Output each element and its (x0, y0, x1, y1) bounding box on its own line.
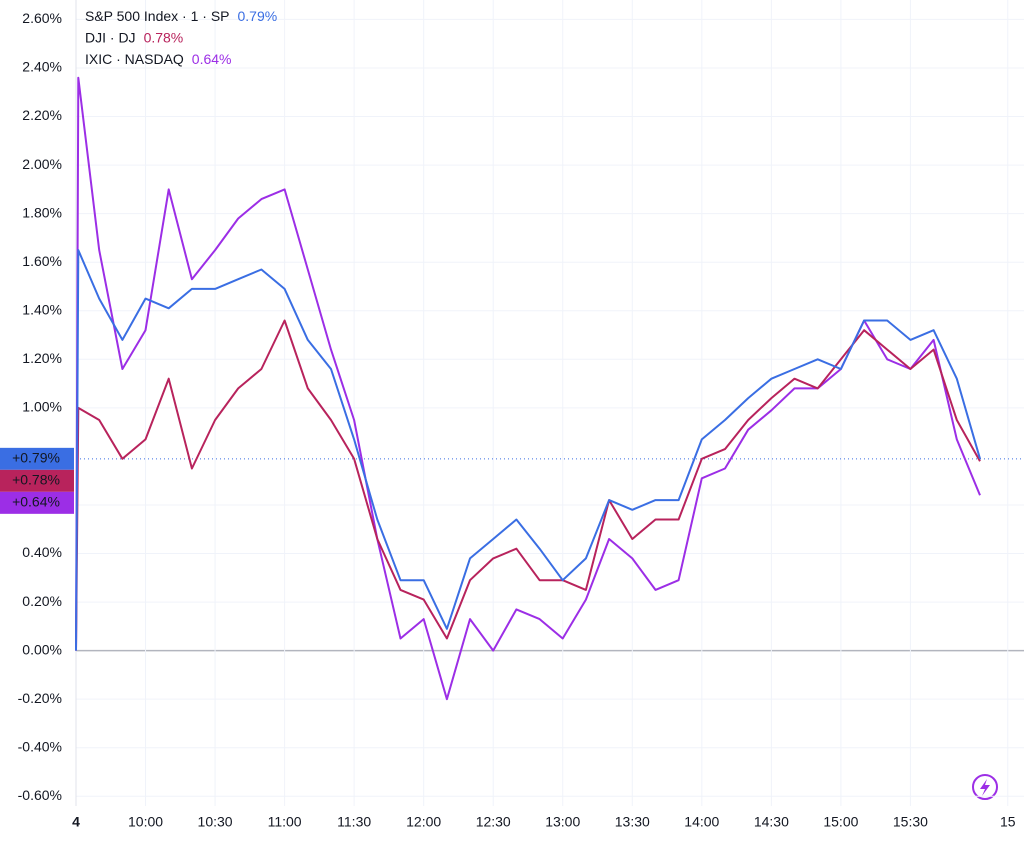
price-badge-label: +0.64% (12, 494, 60, 510)
y-tick-label: 0.20% (22, 593, 62, 609)
legend-value: 0.79% (238, 8, 278, 24)
y-tick-label: 2.40% (22, 59, 62, 75)
y-tick-label: 0.00% (22, 641, 62, 657)
x-tick-label: 11:00 (268, 814, 302, 830)
y-tick-label: 1.80% (22, 204, 62, 220)
x-tick-label: 12:00 (406, 814, 441, 830)
x-tick-label: 10:00 (128, 814, 163, 830)
series-line (75, 249, 981, 651)
x-tick-label: 13:30 (615, 814, 650, 830)
x-tick-label: 13:00 (545, 814, 580, 830)
x-tick-label: 14:00 (684, 814, 719, 830)
price-badge-label: +0.78% (12, 472, 60, 488)
labels: -0.60%-0.40%-0.20%0.00%0.20%0.40%0.60%1.… (0, 8, 1016, 830)
price-badge: +0.79% (0, 447, 74, 470)
x-tick-label: 4 (72, 814, 80, 830)
price-badge: +0.78% (0, 469, 74, 492)
price-badge-bg (0, 469, 74, 492)
y-tick-label: 2.60% (22, 10, 62, 26)
y-tick-label: -0.40% (18, 738, 62, 754)
series-line (75, 319, 981, 651)
legend-entry: DJI · DJ 0.78% (85, 29, 183, 45)
grid (75, 0, 1024, 806)
x-tick-label: 15:30 (893, 814, 928, 830)
y-tick-label: 1.00% (22, 399, 62, 415)
y-tick-label: -0.20% (18, 690, 62, 706)
y-tick-label: 1.40% (22, 301, 62, 317)
price-badge-label: +0.79% (12, 450, 60, 466)
y-tick-label: 0.40% (22, 544, 62, 560)
legend-entry: IXIC · NASDAQ 0.64% (85, 51, 232, 67)
y-tick-label: 2.20% (22, 107, 62, 123)
x-tick-label: 15:00 (823, 814, 858, 830)
x-tick-label: 15 (1000, 814, 1016, 830)
y-tick-label: 1.20% (22, 350, 62, 366)
y-tick-label: 1.60% (22, 253, 62, 269)
legend-name: S&P 500 Index · 1 · SP (85, 8, 230, 24)
price-badge-bg (0, 491, 74, 514)
legend-name: IXIC · NASDAQ (85, 51, 184, 67)
x-tick-label: 12:30 (476, 814, 511, 830)
legend-entry: S&P 500 Index · 1 · SP 0.79% (85, 8, 277, 24)
price-badge: +0.64% (0, 491, 74, 514)
price-badge-bg (0, 447, 74, 470)
x-tick-label: 14:30 (754, 814, 789, 830)
legend-name: DJI · DJ (85, 29, 136, 45)
y-tick-label: 2.00% (22, 156, 62, 172)
series-line (75, 76, 981, 701)
lightning-icon (972, 774, 998, 800)
x-tick-label: 10:30 (198, 814, 233, 830)
legend-value: 0.64% (192, 51, 232, 67)
y-tick-label: -0.60% (18, 787, 62, 803)
x-tick-label: 11:30 (337, 814, 371, 830)
legend-value: 0.78% (144, 29, 184, 45)
lines (75, 76, 981, 701)
